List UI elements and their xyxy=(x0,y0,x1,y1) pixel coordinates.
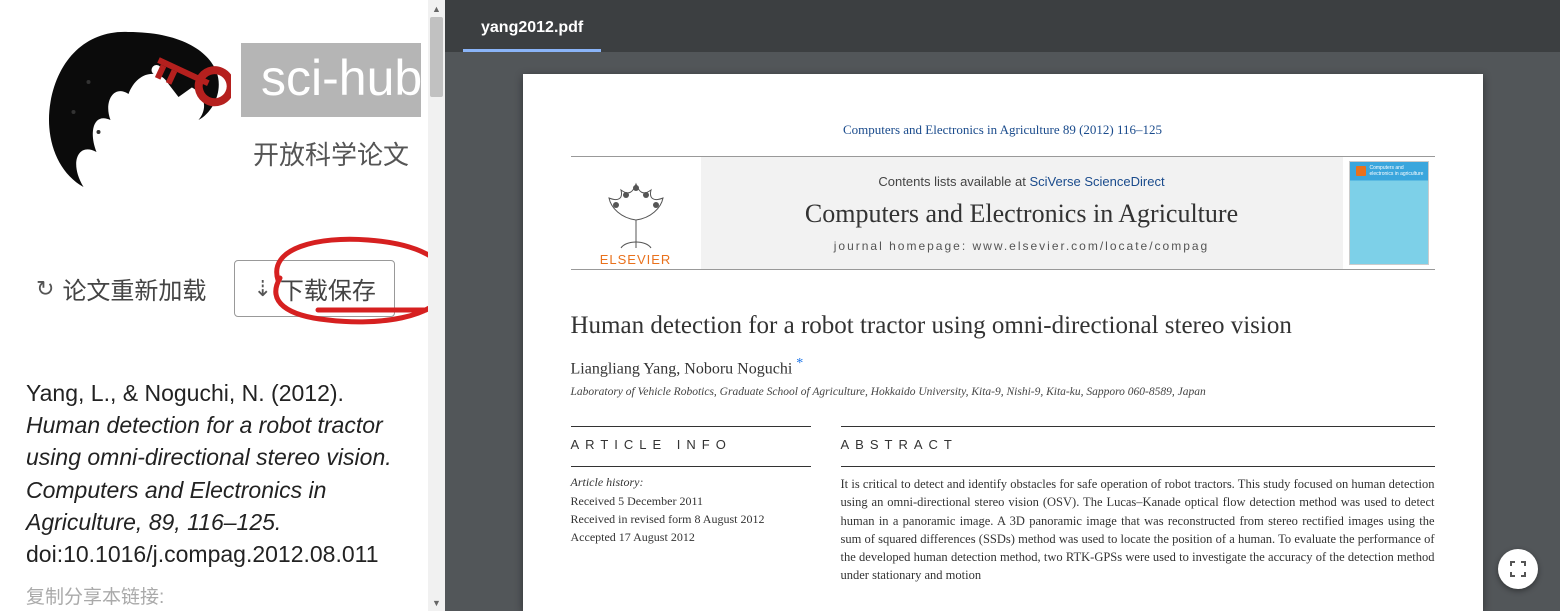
sidebar-header: sci-hub 开放科学论文 xyxy=(26,12,419,202)
contents-line: Contents lists available at SciVerse Sci… xyxy=(878,174,1164,189)
viewer-tab-bar: yang2012.pdf xyxy=(445,0,1560,52)
cover-thumb-text: Computers and electronics in agriculture xyxy=(1370,166,1428,177)
pdf-tab[interactable]: yang2012.pdf xyxy=(463,5,601,52)
date-received: Received 5 December 2011 xyxy=(571,492,811,510)
date-revised: Received in revised form 8 August 2012 xyxy=(571,510,811,528)
article-dates: Received 5 December 2011 Received in rev… xyxy=(571,492,811,546)
brand-subtitle: 开放科学论文 xyxy=(241,135,421,172)
abstract-col: ABSTRACT It is critical to detect and id… xyxy=(841,426,1435,584)
brand-title: sci-hub xyxy=(241,43,421,117)
elsevier-tree-icon xyxy=(591,180,681,250)
download-label: 下载保存 xyxy=(280,271,376,306)
paper-authors: Liangliang Yang, Noboru Noguchi * xyxy=(571,356,1435,378)
scroll-thumb[interactable] xyxy=(430,17,443,97)
fit-page-icon xyxy=(1509,560,1527,578)
download-button[interactable]: ⇣ 下载保存 xyxy=(234,260,394,317)
scroll-down-icon[interactable]: ▼ xyxy=(428,594,445,611)
abstract-head: ABSTRACT xyxy=(841,437,1435,452)
pdf-page: Computers and Electronics in Agriculture… xyxy=(523,74,1483,611)
info-abstract-row: ARTICLE INFO Article history: Received 5… xyxy=(571,426,1435,584)
elsevier-label: ELSEVIER xyxy=(600,252,672,267)
download-icon: ⇣ xyxy=(253,276,271,302)
sidebar-panel: sci-hub 开放科学论文 ↻ 论文重新加载 ⇣ 下载保存 Yang, L.,… xyxy=(0,0,445,611)
corresponding-marker: * xyxy=(796,356,803,371)
sciencedirect-link[interactable]: SciVerse ScienceDirect xyxy=(1029,174,1164,189)
history-label: Article history: xyxy=(571,466,811,490)
cover-thumb-icon: Computers and electronics in agriculture xyxy=(1349,161,1429,265)
journal-masthead: ELSEVIER Contents lists available at Sci… xyxy=(571,157,1435,269)
citation-block: Yang, L., & Noguchi, N. (2012). Human de… xyxy=(26,377,419,570)
masthead-center: Contents lists available at SciVerse Sci… xyxy=(701,157,1343,269)
brand-block: sci-hub 开放科学论文 xyxy=(241,43,421,172)
action-row: ↻ 论文重新加载 ⇣ 下载保存 xyxy=(26,260,419,317)
divider xyxy=(571,269,1435,270)
affiliation: Laboratory of Vehicle Robotics, Graduate… xyxy=(571,386,1435,398)
journal-cover: Computers and electronics in agriculture xyxy=(1343,157,1435,269)
reload-button[interactable]: ↻ 论文重新加载 xyxy=(26,265,216,312)
abstract-text: It is critical to detect and identify ob… xyxy=(841,466,1435,584)
pdf-scroll-area[interactable]: Computers and Electronics in Agriculture… xyxy=(445,52,1560,611)
reload-label: 论文重新加载 xyxy=(62,271,206,306)
fit-page-button[interactable] xyxy=(1498,549,1538,589)
reload-icon: ↻ xyxy=(36,276,54,302)
elsevier-logo-block: ELSEVIER xyxy=(571,157,701,269)
date-accepted: Accepted 17 August 2012 xyxy=(571,528,811,546)
citation-title: Human detection for a robot tractor usin… xyxy=(26,412,392,535)
citation-author-year: Yang, L., & Noguchi, N. (2012). xyxy=(26,380,344,406)
sidebar-scrollbar[interactable]: ▲ ▼ xyxy=(428,0,445,611)
homepage-line: journal homepage: www.elsevier.com/locat… xyxy=(834,239,1209,253)
citation-doi: doi:10.1016/j.compag.2012.08.011 xyxy=(26,541,379,567)
scihub-logo xyxy=(26,12,231,202)
authors-text: Liangliang Yang, Noboru Noguchi xyxy=(571,360,793,377)
journal-name: Computers and Electronics in Agriculture xyxy=(805,199,1238,229)
journal-reference: Computers and Electronics in Agriculture… xyxy=(571,122,1435,138)
share-label: 复制分享本链接: xyxy=(26,582,419,609)
paper-title: Human detection for a robot tractor usin… xyxy=(571,312,1435,340)
scroll-up-icon[interactable]: ▲ xyxy=(428,0,445,17)
article-info-col: ARTICLE INFO Article history: Received 5… xyxy=(571,426,811,584)
pdf-viewer: yang2012.pdf Computers and Electronics i… xyxy=(445,0,1560,611)
contents-prefix: Contents lists available at xyxy=(878,174,1029,189)
article-info-head: ARTICLE INFO xyxy=(571,437,811,452)
